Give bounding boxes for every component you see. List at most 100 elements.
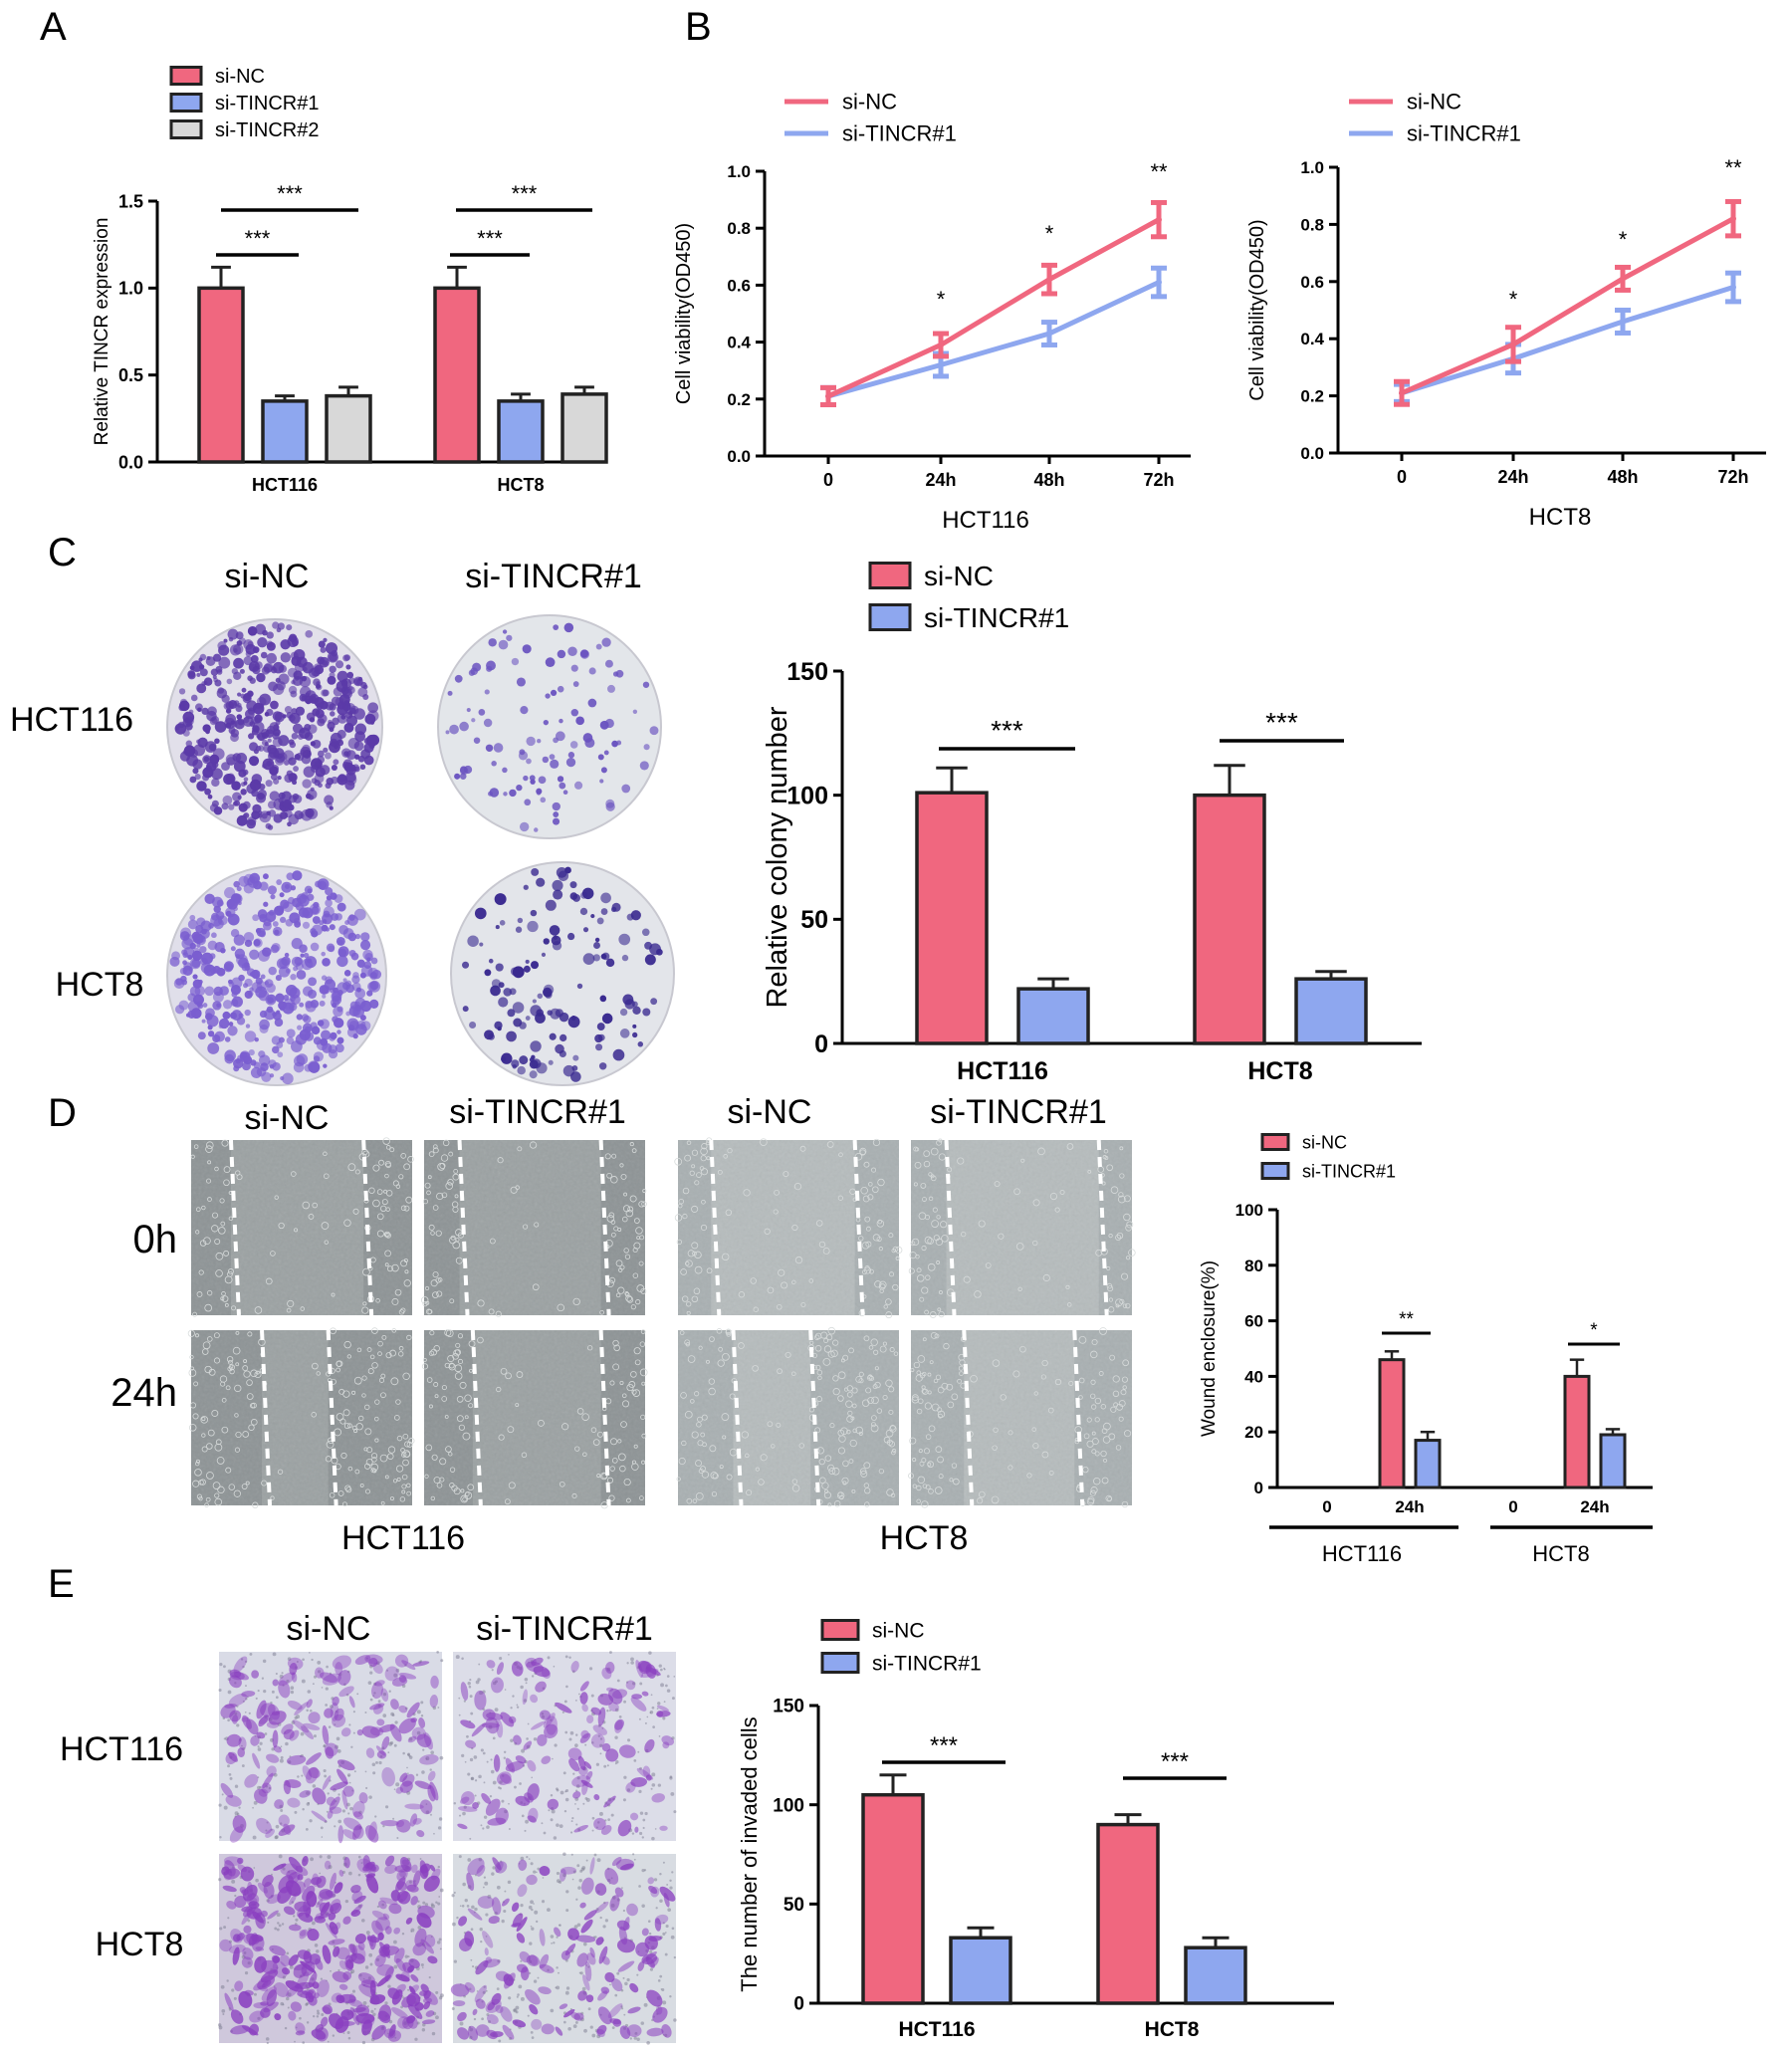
colony [262,921,272,931]
y-axis-label: The number of invaded cells [737,1716,762,1991]
pore [416,1730,421,1735]
pore [547,1656,551,1660]
colony [205,765,212,772]
invaded-cell [597,2006,612,2025]
invaded-cell [399,1871,406,1878]
pore [394,1720,398,1724]
colony [333,687,343,697]
pore [665,1684,668,1688]
colony [178,704,186,712]
colony [320,765,331,776]
pore [570,1820,573,1823]
pore [295,1918,299,1922]
pore [223,1665,226,1669]
invaded-cell [626,1903,638,1917]
invaded-cell [600,1986,610,1994]
scratch-edge-left [457,1139,470,1316]
pore [636,1973,639,1976]
pore [665,1924,669,1929]
colony [320,1029,332,1040]
colony [249,721,256,727]
colony [345,772,356,783]
pore [273,1984,276,1987]
colony [223,638,228,643]
pore [556,1823,560,1827]
pore [407,1772,409,1775]
pore [368,1952,373,1957]
legend-label: si-NC [1302,1132,1347,1152]
pore [332,2034,336,2037]
invaded-cell [460,1719,476,1729]
colony [370,957,378,965]
bar [1193,793,1266,1045]
pore [430,1813,432,1816]
pore [286,1951,290,1955]
pore [484,1881,489,1886]
invaded-cell [563,2009,575,2018]
colony [271,1035,281,1045]
pore [464,1898,468,1903]
pore [651,1783,656,1787]
pore [508,1996,512,2000]
pore [662,2000,667,2005]
colony [231,781,241,791]
pore [273,1772,278,1777]
colony [656,948,663,956]
pore [319,1855,323,1859]
invaded-cell [580,1779,593,1788]
pore [631,1832,635,1835]
colony [506,634,513,641]
colony [616,740,622,746]
colony [445,730,450,735]
pore [673,2018,677,2022]
pore [471,1747,474,1750]
pore [467,1858,472,1862]
pore [649,1967,654,1971]
pore [435,1990,439,1994]
x-tick-label: 0 [1397,467,1407,487]
colony [483,718,493,728]
pore [651,1836,655,1841]
invaded-cell [352,2007,366,2013]
pore [602,1925,606,1929]
pore [301,1679,306,1684]
pore [641,1904,645,1909]
scratch-edge-right [598,1139,611,1316]
invaded-cell [261,1959,279,1974]
pore [313,2015,316,2018]
invaded-cell [630,1697,647,1712]
data-point [1046,331,1052,338]
pore [610,1813,614,1817]
invaded-cell [423,1732,433,1750]
colony [336,936,345,946]
pore [469,1837,472,1840]
colony [189,914,196,921]
colony [491,761,497,767]
colony [593,942,600,950]
pore [328,1865,333,1870]
invaded-cell [539,1866,551,1877]
colony [228,1022,234,1027]
colony [303,952,310,959]
colony [257,909,268,919]
panel-e-row-label-hct116: HCT116 [60,1730,183,1768]
invaded-cell [237,1857,244,1865]
pore [358,1826,363,1830]
colony [265,911,277,923]
data-point [1620,275,1626,282]
scratch-image [908,1327,1132,1508]
colony [525,1016,531,1021]
colony [306,750,312,757]
invaded-cell [349,1944,357,1955]
colony [459,721,469,732]
y-tick-label: 1.0 [727,162,751,181]
pore [395,1668,400,1673]
invaded-cell [521,1966,530,1981]
pore [282,1867,286,1871]
pore [553,1665,556,1668]
colony [236,886,242,892]
colony [270,944,280,954]
bar [433,286,481,464]
pore [550,1718,553,1721]
pore [453,1801,457,1805]
